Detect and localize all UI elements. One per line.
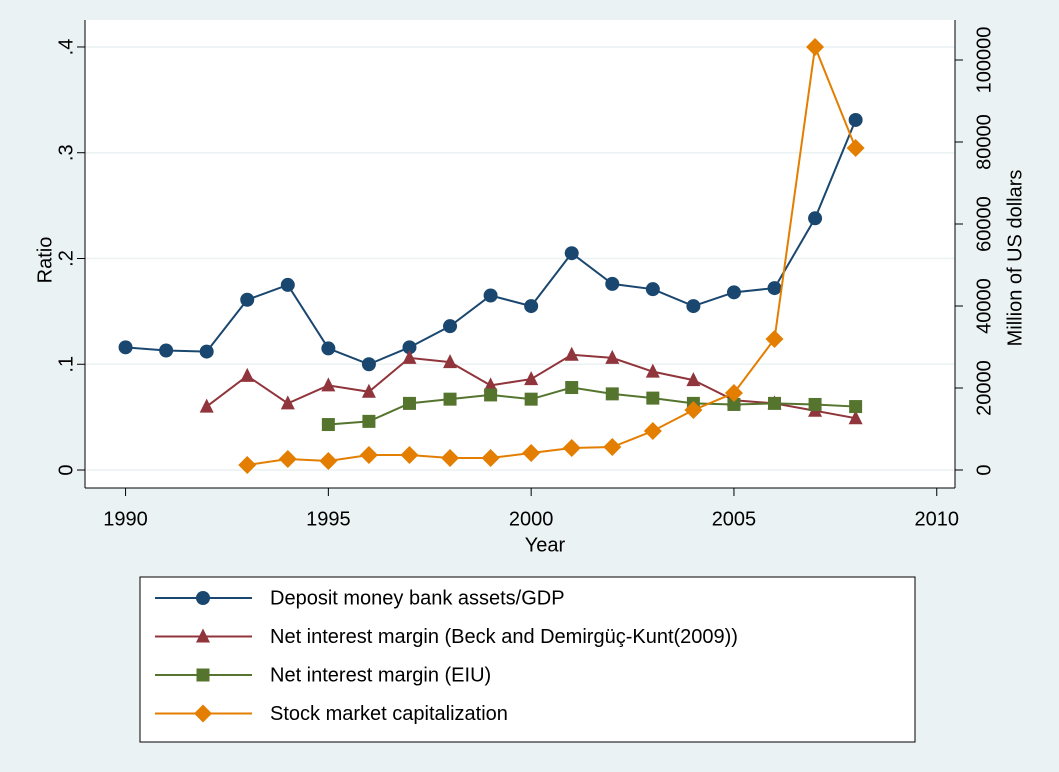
marker: [768, 396, 782, 410]
marker: [196, 668, 210, 682]
marker: [684, 401, 703, 420]
marker: [159, 343, 174, 358]
marker: [481, 448, 500, 467]
marker: [319, 451, 338, 470]
marker: [441, 448, 460, 467]
y2-tick-label: 80000: [973, 114, 995, 170]
marker: [240, 367, 255, 382]
marker: [686, 372, 701, 387]
marker: [321, 418, 335, 432]
marker: [808, 211, 823, 226]
y-tick-label: .3: [55, 144, 77, 161]
marker: [240, 292, 255, 307]
x-axis-title: Year: [525, 534, 566, 556]
marker: [686, 299, 701, 314]
marker: [765, 330, 784, 349]
marker: [321, 377, 336, 392]
marker: [727, 397, 741, 411]
y2-tick-label: 40000: [973, 278, 995, 334]
marker: [806, 38, 825, 57]
x-tick-label: 1990: [103, 508, 148, 530]
y-axis-title: Ratio: [34, 237, 56, 284]
marker: [524, 371, 539, 386]
marker: [443, 319, 458, 334]
marker: [646, 391, 660, 405]
marker: [846, 138, 865, 157]
marker: [848, 410, 863, 425]
y-tick-label: .4: [55, 39, 77, 56]
legend-label: Deposit money bank assets/GDP: [270, 587, 565, 609]
marker: [724, 384, 743, 403]
marker: [808, 397, 822, 411]
marker: [565, 381, 579, 395]
marker: [199, 398, 214, 413]
marker: [359, 445, 378, 464]
x-tick-label: 2010: [914, 508, 959, 530]
marker: [321, 341, 336, 356]
marker: [400, 445, 419, 464]
marker: [402, 349, 417, 364]
marker: [361, 383, 376, 398]
marker: [280, 395, 295, 410]
marker: [484, 388, 498, 402]
marker: [402, 396, 416, 410]
marker: [605, 349, 620, 364]
x-tick-label: 2000: [509, 508, 554, 530]
marker: [361, 357, 376, 372]
marker: [443, 392, 457, 406]
marker: [726, 285, 741, 300]
marker: [238, 455, 257, 474]
marker: [767, 281, 782, 296]
y2-tick-label: 60000: [973, 196, 995, 252]
y-tick-label: .2: [55, 250, 77, 267]
marker: [849, 400, 863, 414]
marker: [564, 346, 579, 361]
series-line: [328, 386, 856, 426]
y2-tick-label: 20000: [973, 360, 995, 416]
marker: [645, 363, 660, 378]
x-tick-label: 1995: [306, 508, 351, 530]
marker: [522, 443, 541, 462]
marker: [362, 414, 376, 428]
marker: [848, 112, 863, 127]
marker: [278, 450, 297, 469]
marker: [280, 277, 295, 292]
legend-label: Net interest margin (Beck and Demirgüç-K…: [270, 626, 738, 648]
x-tick-label: 2005: [712, 508, 757, 530]
marker: [524, 392, 538, 406]
marker: [605, 276, 620, 291]
marker: [194, 704, 212, 723]
marker: [196, 591, 210, 605]
marker: [562, 438, 581, 457]
marker: [483, 377, 498, 392]
plot-area: [85, 20, 955, 488]
marker: [196, 628, 210, 643]
marker: [524, 299, 539, 314]
marker: [645, 282, 660, 297]
y2-tick-label: 100000: [973, 27, 995, 94]
marker: [199, 344, 214, 359]
marker: [483, 288, 498, 303]
marker: [603, 438, 622, 457]
marker: [564, 246, 579, 261]
marker: [443, 354, 458, 369]
marker: [643, 422, 662, 441]
y2-axis-title: Million of US dollars: [1004, 170, 1026, 347]
series-line: [247, 43, 857, 466]
legend-label: Net interest margin (EIU): [270, 664, 491, 686]
marker: [605, 387, 619, 401]
marker: [118, 340, 133, 355]
legend-box: [139, 576, 916, 743]
marker: [402, 340, 417, 355]
y2-tick-label: 0: [973, 464, 995, 475]
y-tick-label: 0: [55, 464, 77, 475]
y-tick-label: .1: [55, 356, 77, 373]
legend-label: Stock market capitalization: [270, 703, 508, 725]
